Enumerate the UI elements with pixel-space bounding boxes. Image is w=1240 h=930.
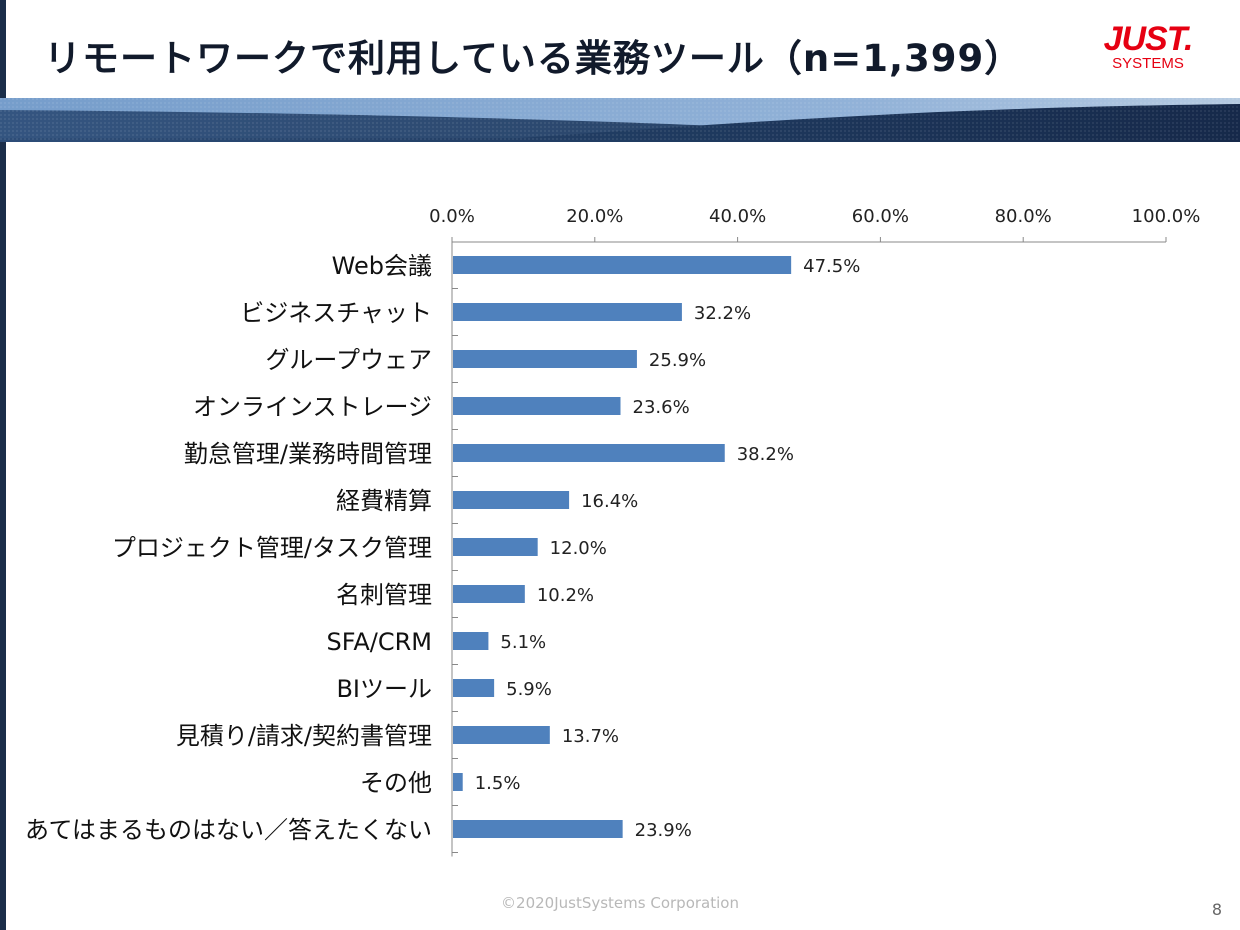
footer-copyright: ©2020JustSystems Corporation	[501, 894, 739, 912]
data-label: 23.6%	[633, 397, 690, 418]
data-label: 1.5%	[475, 773, 521, 794]
bar	[453, 538, 538, 556]
bar	[453, 256, 792, 274]
bar	[453, 773, 463, 791]
bar	[453, 679, 495, 697]
page-number: 8	[1211, 900, 1222, 919]
data-label: 47.5%	[803, 256, 860, 277]
x-tick-label: 100.0%	[1132, 206, 1201, 227]
category-label: SFA/CRM	[327, 628, 432, 656]
bar	[453, 491, 570, 509]
category-label: 経費精算	[336, 487, 432, 515]
category-label: プロジェクト管理/タスク管理	[112, 534, 432, 562]
x-tick-label: 40.0%	[709, 206, 766, 227]
data-label: 23.9%	[635, 820, 692, 841]
bar	[453, 726, 550, 744]
bar	[453, 303, 682, 321]
data-label: 12.0%	[550, 538, 607, 559]
data-label: 32.2%	[694, 303, 751, 324]
data-label: 13.7%	[562, 726, 619, 747]
data-label: 5.9%	[506, 679, 552, 700]
category-label: 勤怠管理/業務時間管理	[184, 440, 432, 468]
x-tick-label: 60.0%	[852, 206, 909, 227]
category-label: その他	[360, 769, 432, 797]
bar	[453, 585, 525, 603]
x-tick-label: 20.0%	[566, 206, 623, 227]
x-tick-label: 0.0%	[429, 206, 475, 227]
slide-title: リモートワークで利用している業務ツール（n=1,399）	[44, 37, 1023, 80]
bar	[453, 350, 637, 368]
category-label: 見積り/請求/契約書管理	[176, 722, 432, 750]
bar	[453, 820, 623, 838]
header-banner	[0, 98, 1240, 142]
data-label: 25.9%	[649, 350, 706, 371]
category-label: ビジネスチャット	[240, 299, 432, 327]
company-logo: JUST. SYSTEMS	[1088, 22, 1208, 76]
logo-sub-text: SYSTEMS	[1112, 55, 1184, 72]
bar	[453, 632, 489, 650]
data-label: 10.2%	[537, 585, 594, 606]
left-accent-rule	[0, 0, 6, 930]
bar	[453, 444, 725, 462]
logo-main-text: JUST.	[1103, 20, 1194, 58]
data-label: 5.1%	[500, 632, 546, 653]
data-label: 38.2%	[737, 444, 794, 465]
x-tick-label: 80.0%	[995, 206, 1052, 227]
category-label: 名刺管理	[336, 581, 432, 609]
category-label: Web会議	[332, 252, 432, 280]
category-label: オンラインストレージ	[193, 393, 432, 421]
category-label: BIツール	[336, 675, 432, 703]
category-label: あてはまるものはない／答えたくない	[25, 816, 432, 844]
data-label: 16.4%	[581, 491, 638, 512]
bar	[453, 397, 621, 415]
category-label: グループウェア	[265, 346, 432, 374]
